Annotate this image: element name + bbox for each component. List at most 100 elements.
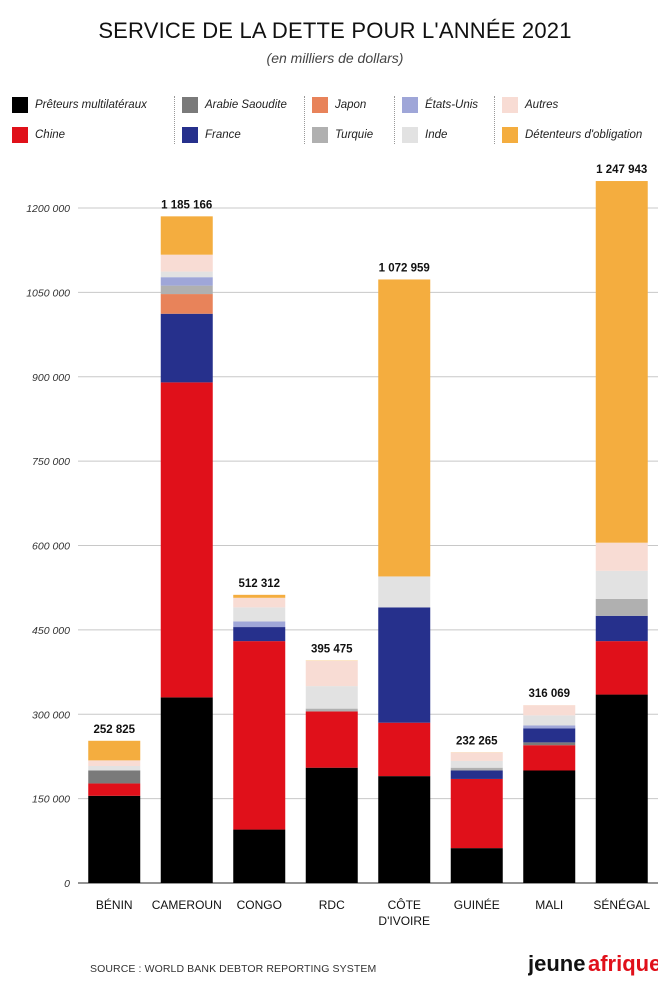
- bar-segment: [378, 607, 431, 723]
- bar-segment: [233, 594, 286, 598]
- bar-segment: [160, 277, 213, 286]
- legend-swatch: [502, 97, 518, 113]
- bar-segment: [160, 216, 213, 255]
- bar-segment: [595, 181, 648, 543]
- bar-segment: [523, 715, 576, 726]
- bar-segment: [523, 728, 576, 743]
- x-category-label: GUINÉE: [454, 897, 500, 912]
- legend-item: États-Unis: [402, 94, 478, 116]
- legend-swatch: [12, 97, 28, 113]
- legend-item: Inde: [402, 124, 447, 146]
- legend: Prêteurs multilatéraux Chine Arabie Saoudi…: [12, 94, 662, 156]
- legend-swatch: [402, 127, 418, 143]
- bar-segment: [523, 725, 576, 729]
- bar-total-label: 252 825: [93, 724, 135, 736]
- bar-segment: [595, 570, 648, 599]
- legend-swatch: [502, 127, 518, 143]
- bar-segment: [88, 795, 141, 883]
- x-category-label: BÉNIN: [96, 897, 133, 912]
- legend-separator: [174, 96, 175, 144]
- legend-item: Japon: [312, 94, 366, 116]
- logo-text-part1: jeune: [528, 951, 585, 976]
- y-tick-label: 750 000: [32, 456, 70, 468]
- legend-item: Prêteurs multilatéraux: [12, 94, 147, 116]
- y-tick-label: 1050 000: [26, 287, 70, 299]
- bar-segment: [378, 279, 431, 577]
- bar-segment: [378, 776, 431, 883]
- legend-item: Arabie Saoudite: [182, 94, 287, 116]
- bar-segment: [160, 294, 213, 314]
- bar-segment: [595, 641, 648, 695]
- bar-segment: [160, 254, 213, 272]
- legend-label: Turquie: [335, 129, 374, 141]
- bar-segment: [450, 848, 503, 883]
- y-tick-label: 300 000: [32, 709, 70, 721]
- bar-segment: [305, 708, 358, 712]
- bar-segment: [88, 760, 141, 766]
- bar-segment: [523, 705, 576, 716]
- bar-segment: [450, 767, 503, 771]
- x-category-label: CÔTE: [388, 897, 421, 912]
- bar-total-label: 1 185 166: [161, 199, 212, 211]
- bar-segment: [378, 722, 431, 777]
- legend-separator: [494, 96, 495, 144]
- legend-label: Détenteurs d'obligation: [525, 129, 643, 141]
- bar-total-label: 1 072 959: [379, 262, 430, 274]
- bar-segment: [450, 770, 503, 779]
- legend-item: Turquie: [312, 124, 373, 146]
- bar-segment: [305, 711, 358, 768]
- bar-segment: [523, 742, 576, 746]
- x-category-label: SÉNÉGAL: [593, 897, 650, 912]
- legend-label: France: [205, 129, 241, 141]
- bar-total-label: 316 069: [528, 688, 570, 700]
- bar-segment: [450, 760, 503, 768]
- y-tick-label: 900 000: [32, 372, 70, 384]
- x-category-label: D'IVOIRE: [378, 914, 430, 928]
- bar-segment: [233, 641, 286, 830]
- legend-separator: [304, 96, 305, 144]
- bar-segment: [523, 770, 576, 883]
- bar-segment: [450, 752, 503, 761]
- bar-total-label: 512 312: [238, 578, 280, 590]
- chart-subtitle: (en milliers de dollars): [266, 50, 404, 66]
- legend-label: Inde: [425, 129, 448, 141]
- legend-swatch: [312, 97, 328, 113]
- legend-label: Prêteurs multilatéraux: [35, 99, 147, 111]
- bar-segment: [233, 829, 286, 883]
- legend-label: États-Unis: [425, 99, 479, 111]
- legend-label: Arabie Saoudite: [205, 99, 287, 111]
- bar-segment: [305, 767, 358, 883]
- legend-label: Autres: [525, 99, 559, 111]
- bar-segment: [160, 271, 213, 278]
- bar-segment: [305, 660, 358, 687]
- legend-item: Chine: [12, 124, 65, 146]
- bar-segment: [88, 740, 141, 761]
- legend-swatch: [12, 127, 28, 143]
- bar-segment: [450, 778, 503, 849]
- x-category-label: MALI: [535, 898, 563, 912]
- bar-segment: [595, 598, 648, 616]
- bar-segment: [523, 745, 576, 771]
- legend-swatch: [182, 97, 198, 113]
- legend-item: France: [182, 124, 241, 146]
- legend-swatch: [182, 127, 198, 143]
- jeune-afrique-logo: jeune afrique: [528, 951, 658, 976]
- bar-segment: [233, 621, 286, 628]
- x-category-label: CAMEROUN: [152, 898, 222, 912]
- legend-label: Chine: [35, 129, 66, 141]
- bar-total-label: 1 247 943: [596, 164, 647, 176]
- y-tick-label: 1200 000: [26, 203, 70, 215]
- bar-segment: [88, 766, 141, 771]
- legend-item: Autres: [502, 94, 558, 116]
- bar-segment: [595, 615, 648, 642]
- bar-segment: [378, 576, 431, 608]
- x-category-label: CONGO: [237, 898, 282, 912]
- bar-segment: [305, 686, 358, 709]
- bar-segment: [233, 597, 286, 608]
- legend-swatch: [312, 127, 328, 143]
- y-tick-label: 600 000: [32, 541, 70, 553]
- bar-segment: [160, 697, 213, 883]
- legend-swatch: [402, 97, 418, 113]
- logo-text-part2: afrique: [588, 951, 658, 976]
